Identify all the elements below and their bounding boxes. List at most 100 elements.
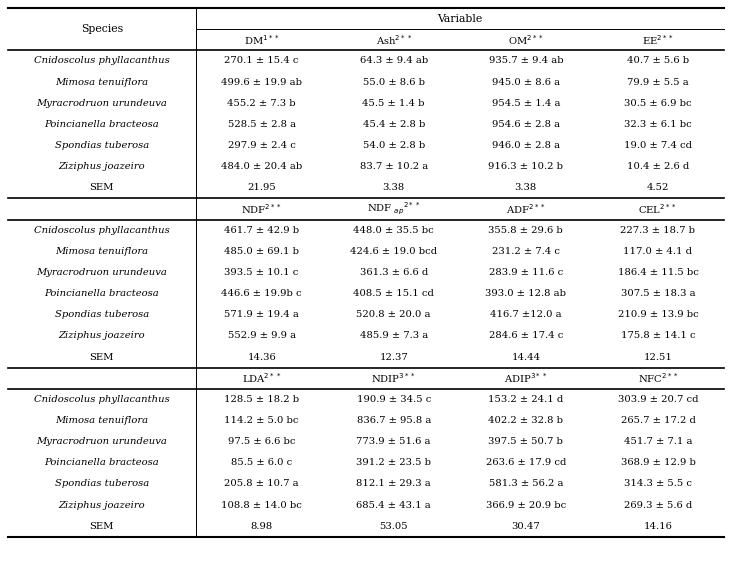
Text: Poincianella bracteosa: Poincianella bracteosa xyxy=(45,289,159,298)
Text: Cnidoscolus phyllacanthus: Cnidoscolus phyllacanthus xyxy=(34,57,170,66)
Text: 12.51: 12.51 xyxy=(643,353,673,362)
Text: 64.3 ± 9.4 ab: 64.3 ± 9.4 ab xyxy=(359,57,428,66)
Text: 297.9 ± 2.4 c: 297.9 ± 2.4 c xyxy=(228,141,296,150)
Text: 366.9 ± 20.9 bc: 366.9 ± 20.9 bc xyxy=(486,500,566,509)
Text: OM$^{2**}$: OM$^{2**}$ xyxy=(508,33,544,46)
Text: 773.9 ± 51.6 a: 773.9 ± 51.6 a xyxy=(356,437,431,446)
Text: 836.7 ± 95.8 a: 836.7 ± 95.8 a xyxy=(356,416,431,425)
Text: 45.5 ± 1.4 b: 45.5 ± 1.4 b xyxy=(362,98,425,108)
Text: 40.7 ± 5.6 b: 40.7 ± 5.6 b xyxy=(627,57,689,66)
Text: 97.5 ± 6.6 bc: 97.5 ± 6.6 bc xyxy=(228,437,296,446)
Text: 402.2 ± 32.8 b: 402.2 ± 32.8 b xyxy=(488,416,564,425)
Text: 231.2 ± 7.4 c: 231.2 ± 7.4 c xyxy=(492,247,560,256)
Text: 528.5 ± 2.8 a: 528.5 ± 2.8 a xyxy=(228,120,296,129)
Text: Ziziphus joazeiro: Ziziphus joazeiro xyxy=(59,500,145,509)
Text: 499.6 ± 19.9 ab: 499.6 ± 19.9 ab xyxy=(221,78,302,87)
Text: 175.8 ± 14.1 c: 175.8 ± 14.1 c xyxy=(621,331,695,340)
Text: 916.3 ± 10.2 b: 916.3 ± 10.2 b xyxy=(488,162,564,171)
Text: 455.2 ± 7.3 b: 455.2 ± 7.3 b xyxy=(228,98,296,108)
Text: 408.5 ± 15.1 cd: 408.5 ± 15.1 cd xyxy=(354,289,434,298)
Text: 190.9 ± 34.5 c: 190.9 ± 34.5 c xyxy=(356,395,431,404)
Text: 10.4 ± 2.6 d: 10.4 ± 2.6 d xyxy=(627,162,689,171)
Text: DM$^{1**}$: DM$^{1**}$ xyxy=(244,33,280,46)
Text: 21.95: 21.95 xyxy=(247,183,276,192)
Text: 79.9 ± 5.5 a: 79.9 ± 5.5 a xyxy=(627,78,689,87)
Text: 485.0 ± 69.1 b: 485.0 ± 69.1 b xyxy=(224,247,299,256)
Text: 448.0 ± 35.5 bc: 448.0 ± 35.5 bc xyxy=(354,226,434,235)
Text: EE$^{2**}$: EE$^{2**}$ xyxy=(642,33,674,46)
Text: 935.7 ± 9.4 ab: 935.7 ± 9.4 ab xyxy=(488,57,563,66)
Text: 8.98: 8.98 xyxy=(250,522,273,531)
Text: ADF$^{2**}$: ADF$^{2**}$ xyxy=(506,202,545,216)
Text: 14.16: 14.16 xyxy=(643,522,673,531)
Text: 520.8 ± 20.0 a: 520.8 ± 20.0 a xyxy=(356,310,431,319)
Text: Ziziphus joazeiro: Ziziphus joazeiro xyxy=(59,331,145,340)
Text: 685.4 ± 43.1 a: 685.4 ± 43.1 a xyxy=(356,500,431,509)
Text: 12.37: 12.37 xyxy=(379,353,408,362)
Text: 153.2 ± 24.1 d: 153.2 ± 24.1 d xyxy=(488,395,564,404)
Text: 283.9 ± 11.6 c: 283.9 ± 11.6 c xyxy=(489,268,563,277)
Text: 552.9 ± 9.9 a: 552.9 ± 9.9 a xyxy=(228,331,296,340)
Text: 210.9 ± 13.9 bc: 210.9 ± 13.9 bc xyxy=(618,310,698,319)
Text: 83.7 ± 10.2 a: 83.7 ± 10.2 a xyxy=(359,162,428,171)
Text: 424.6 ± 19.0 bcd: 424.6 ± 19.0 bcd xyxy=(350,247,437,256)
Text: SEM: SEM xyxy=(89,522,114,531)
Text: Myracrodruon urundeuva: Myracrodruon urundeuva xyxy=(37,437,167,446)
Text: 461.7 ± 42.9 b: 461.7 ± 42.9 b xyxy=(224,226,299,235)
Text: 265.7 ± 17.2 d: 265.7 ± 17.2 d xyxy=(621,416,695,425)
Text: 14.44: 14.44 xyxy=(511,353,540,362)
Text: Spondias tuberosa: Spondias tuberosa xyxy=(55,479,149,488)
Text: Mimosa tenuiflora: Mimosa tenuiflora xyxy=(55,78,149,87)
Text: Cnidoscolus phyllacanthus: Cnidoscolus phyllacanthus xyxy=(34,395,170,404)
Text: 954.6 ± 2.8 a: 954.6 ± 2.8 a xyxy=(492,120,560,129)
Text: 53.05: 53.05 xyxy=(379,522,408,531)
Text: 19.0 ± 7.4 cd: 19.0 ± 7.4 cd xyxy=(624,141,692,150)
Text: 30.5 ± 6.9 bc: 30.5 ± 6.9 bc xyxy=(624,98,692,108)
Text: 55.0 ± 8.6 b: 55.0 ± 8.6 b xyxy=(363,78,425,87)
Text: 361.3 ± 6.6 d: 361.3 ± 6.6 d xyxy=(359,268,428,277)
Text: Species: Species xyxy=(81,24,123,34)
Text: 355.8 ± 29.6 b: 355.8 ± 29.6 b xyxy=(488,226,563,235)
Text: 485.9 ± 7.3 a: 485.9 ± 7.3 a xyxy=(359,331,428,340)
Text: 571.9 ± 19.4 a: 571.9 ± 19.4 a xyxy=(224,310,299,319)
Text: 284.6 ± 17.4 c: 284.6 ± 17.4 c xyxy=(489,331,563,340)
Text: Mimosa tenuiflora: Mimosa tenuiflora xyxy=(55,247,149,256)
Text: Spondias tuberosa: Spondias tuberosa xyxy=(55,310,149,319)
Text: 54.0 ± 2.8 b: 54.0 ± 2.8 b xyxy=(362,141,425,150)
Text: Mimosa tenuiflora: Mimosa tenuiflora xyxy=(55,416,149,425)
Text: 117.0 ± 4.1 d: 117.0 ± 4.1 d xyxy=(624,247,692,256)
Text: Ziziphus joazeiro: Ziziphus joazeiro xyxy=(59,162,145,171)
Text: 581.3 ± 56.2 a: 581.3 ± 56.2 a xyxy=(488,479,563,488)
Text: ADIP$^{3**}$: ADIP$^{3**}$ xyxy=(504,371,548,385)
Text: Ash$^{2**}$: Ash$^{2**}$ xyxy=(376,33,412,46)
Text: NDF$^{2**}$: NDF$^{2**}$ xyxy=(241,202,282,216)
Text: 945.0 ± 8.6 a: 945.0 ± 8.6 a xyxy=(492,78,560,87)
Text: 946.0 ± 2.8 a: 946.0 ± 2.8 a xyxy=(492,141,560,150)
Text: 205.8 ± 10.7 a: 205.8 ± 10.7 a xyxy=(224,479,299,488)
Text: 812.1 ± 29.3 a: 812.1 ± 29.3 a xyxy=(356,479,431,488)
Text: Cnidoscolus phyllacanthus: Cnidoscolus phyllacanthus xyxy=(34,226,170,235)
Text: Variable: Variable xyxy=(437,14,482,24)
Text: 393.5 ± 10.1 c: 393.5 ± 10.1 c xyxy=(225,268,299,277)
Text: Poincianella bracteosa: Poincianella bracteosa xyxy=(45,120,159,129)
Text: NDIP$^{3**}$: NDIP$^{3**}$ xyxy=(371,371,417,385)
Text: 85.5 ± 6.0 c: 85.5 ± 6.0 c xyxy=(231,458,292,468)
Text: 14.36: 14.36 xyxy=(247,353,276,362)
Text: SEM: SEM xyxy=(89,353,114,362)
Text: 391.2 ± 23.5 b: 391.2 ± 23.5 b xyxy=(356,458,431,468)
Text: CEL$^{2**}$: CEL$^{2**}$ xyxy=(638,202,677,216)
Text: 954.5 ± 1.4 a: 954.5 ± 1.4 a xyxy=(492,98,560,108)
Text: 269.3 ± 5.6 d: 269.3 ± 5.6 d xyxy=(624,500,692,509)
Text: 186.4 ± 11.5 bc: 186.4 ± 11.5 bc xyxy=(618,268,698,277)
Text: NFC$^{2**}$: NFC$^{2**}$ xyxy=(638,371,679,385)
Text: 270.1 ± 15.4 c: 270.1 ± 15.4 c xyxy=(225,57,299,66)
Text: Myracrodruon urundeuva: Myracrodruon urundeuva xyxy=(37,268,167,277)
Text: 227.3 ± 18.7 b: 227.3 ± 18.7 b xyxy=(621,226,695,235)
Text: 303.9 ± 20.7 cd: 303.9 ± 20.7 cd xyxy=(618,395,698,404)
Text: 32.3 ± 6.1 bc: 32.3 ± 6.1 bc xyxy=(624,120,692,129)
Text: Spondias tuberosa: Spondias tuberosa xyxy=(55,141,149,150)
Text: 397.5 ± 50.7 b: 397.5 ± 50.7 b xyxy=(488,437,564,446)
Text: 3.38: 3.38 xyxy=(383,183,405,192)
Text: 393.0 ± 12.8 ab: 393.0 ± 12.8 ab xyxy=(485,289,567,298)
Text: 484.0 ± 20.4 ab: 484.0 ± 20.4 ab xyxy=(221,162,302,171)
